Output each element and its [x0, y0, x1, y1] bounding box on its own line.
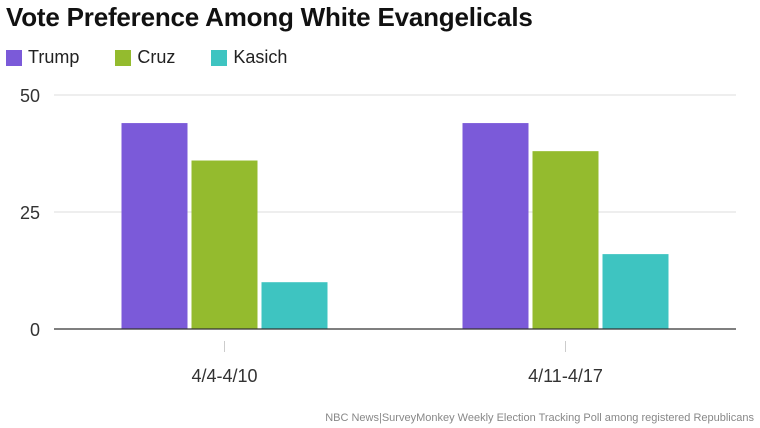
legend-swatch-cruz: [115, 49, 132, 66]
bar-kasich: [602, 254, 669, 329]
bar-cruz: [191, 160, 258, 329]
x-tick-label: 4/4-4/10: [191, 366, 257, 386]
legend-swatch-kasich: [211, 49, 228, 66]
y-tick-label: 0: [30, 320, 40, 340]
y-tick-label: 25: [20, 203, 40, 223]
y-tick-label: 50: [20, 86, 40, 106]
legend-label-trump: Trump: [28, 47, 80, 67]
legend-label-kasich: Kasich: [233, 47, 288, 67]
legend-item-cruz: Cruz: [115, 47, 175, 68]
legend-label-cruz: Cruz: [137, 47, 176, 67]
source-note: NBC News|SurveyMonkey Weekly Election Tr…: [325, 412, 754, 424]
bar-kasich: [261, 282, 328, 329]
chart-title: Vote Preference Among White Evangelicals: [6, 2, 533, 32]
x-tick-label: 4/11-4/17: [528, 366, 603, 386]
bar-cruz: [532, 151, 599, 329]
legend-swatch-trump: [6, 49, 22, 66]
legend-item-trump: Trump: [6, 47, 79, 68]
legend-item-kasich: Kasich: [211, 47, 287, 68]
bar-trump: [121, 123, 188, 329]
bar-trump: [462, 123, 529, 329]
chart-legend: Trump Cruz Kasich: [6, 47, 323, 68]
